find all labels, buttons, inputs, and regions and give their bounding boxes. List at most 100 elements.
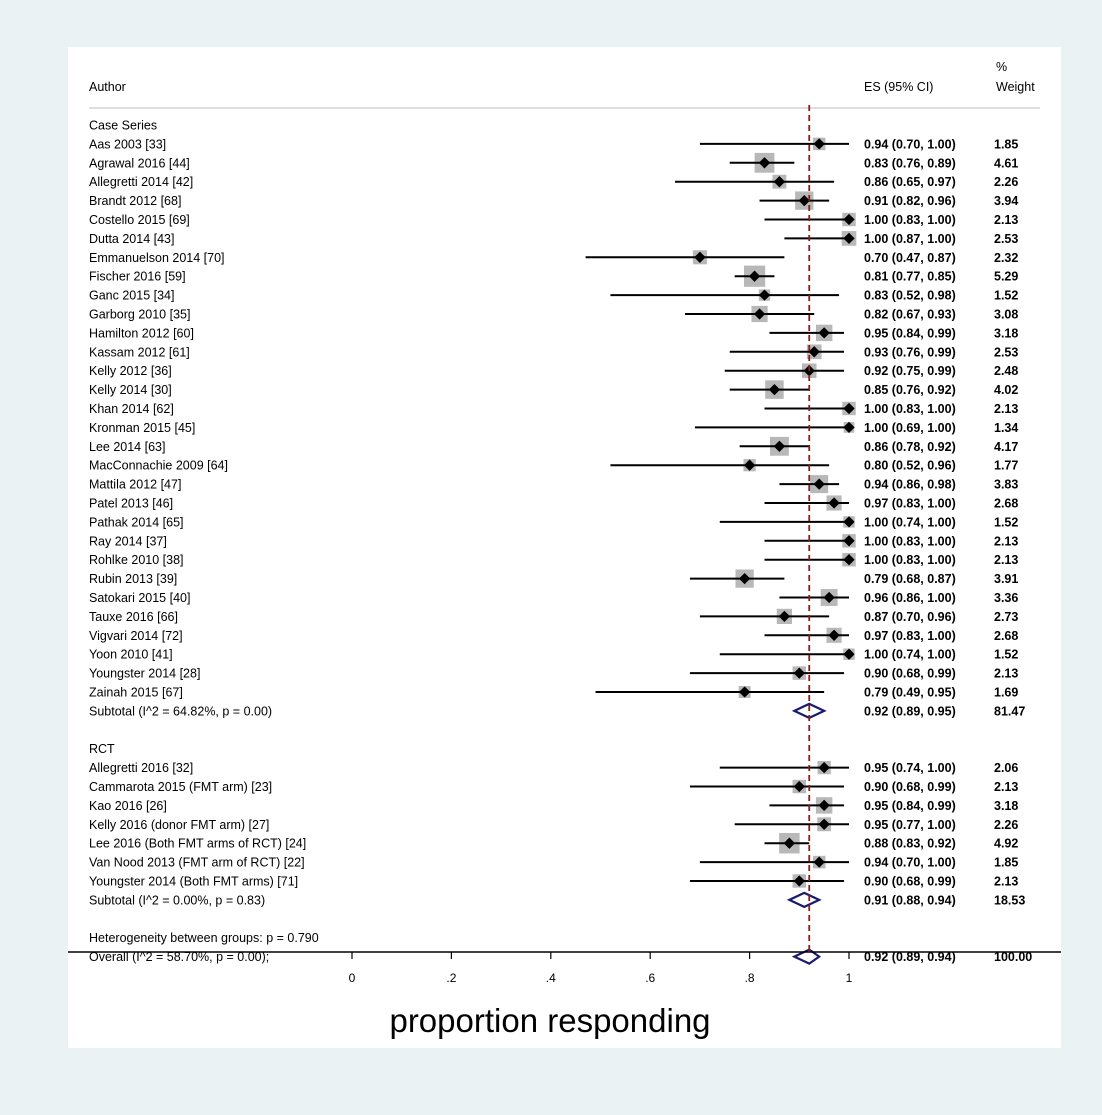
study-row: Allegretti 2016 [32] 0.95 (0.74, 1.00) 2.0…	[89, 760, 1018, 775]
weight-text: 2.26	[994, 818, 1018, 832]
weight-text: 2.53	[994, 345, 1018, 359]
point-estimate	[738, 572, 751, 585]
study-label: Ray 2014 [37]	[89, 534, 167, 548]
weight-text: 2.73	[994, 610, 1018, 624]
es-header: ES (95% CI)	[864, 80, 933, 94]
study-row: Agrawal 2016 [44] 0.83 (0.76, 0.89) 4.61	[89, 152, 1018, 173]
x-axis: 0 .2 .4 .6 .8 1	[68, 951, 1061, 985]
study-row: Youngster 2014 [28] 0.90 (0.68, 0.99) 2.13	[89, 666, 1018, 681]
weight-text: 3.08	[994, 308, 1018, 322]
weight-text: 1.52	[994, 515, 1018, 529]
study-label: Vigvari 2014 [72]	[89, 629, 183, 643]
effect-size-text: 1.00 (0.83, 1.00)	[864, 534, 956, 548]
weight-text: 2.13	[994, 875, 1018, 889]
effect-size-text: 0.97 (0.83, 1.00)	[864, 497, 956, 511]
study-row: Ray 2014 [37] 1.00 (0.83, 1.00) 2.13	[89, 534, 1018, 548]
study-label: Allegretti 2016 [32]	[89, 761, 193, 775]
point-estimate	[773, 440, 786, 452]
weight-text: 2.48	[994, 364, 1018, 378]
subtotal-row: Subtotal (I^2 = 64.82%, p = 0.00) 0.92 (0…	[89, 702, 1025, 720]
subtotal-label: Subtotal (I^2 = 64.82%, p = 0.00)	[89, 704, 272, 718]
forest-plot: Author ES (95% CI) % Weight Case Series A…	[68, 60, 1061, 1039]
point-estimate	[778, 610, 791, 623]
effect-size-text: 0.83 (0.76, 0.89)	[864, 156, 956, 170]
study-label: Costello 2015 [69]	[89, 213, 190, 227]
study-label: Garborg 2010 [35]	[89, 308, 190, 322]
study-row: Yoon 2010 [41] 1.00 (0.74, 1.00) 1.52	[89, 648, 1018, 662]
study-label: Lee 2016 (Both FMT arms of RCT) [24]	[89, 837, 306, 851]
x-tick-label: 0	[349, 971, 356, 985]
weight-text: 1.69	[994, 686, 1018, 700]
point-estimate	[808, 346, 820, 358]
point-estimate	[843, 554, 855, 566]
study-row: Youngster 2014 (Both FMT arms) [71] 0.90 …	[89, 874, 1018, 889]
weight-text: 2.13	[994, 213, 1018, 227]
author-header: Author	[89, 80, 126, 94]
study-label: Fischer 2016 [59]	[89, 270, 186, 284]
effect-size-text: 0.79 (0.68, 0.87)	[864, 572, 956, 586]
effect-size-text: 1.00 (0.69, 1.00)	[864, 421, 956, 435]
effect-size-text: 0.88 (0.83, 0.92)	[864, 837, 956, 851]
weight-text: 2.13	[994, 667, 1018, 681]
effect-size-text: 0.97 (0.83, 1.00)	[864, 629, 956, 643]
effect-size-text: 0.92 (0.75, 0.99)	[864, 364, 956, 378]
weight-text: 3.18	[994, 799, 1018, 813]
study-label: Tauxe 2016 [66]	[89, 610, 178, 624]
study-row: Kassam 2012 [61] 0.93 (0.76, 0.99) 2.53	[89, 344, 1018, 359]
study-row: Pathak 2014 [65] 1.00 (0.74, 1.00) 1.52	[89, 515, 1018, 529]
effect-size-text: 1.00 (0.83, 1.00)	[864, 213, 956, 227]
weight-header-line1: %	[996, 60, 1007, 74]
weight-text: 1.85	[994, 856, 1018, 870]
effect-size-text: 0.94 (0.70, 1.00)	[864, 856, 956, 870]
study-label: Youngster 2014 (Both FMT arms) [71]	[89, 875, 298, 889]
study-row: Vigvari 2014 [72] 0.97 (0.83, 1.00) 2.68	[89, 627, 1018, 643]
subtotal-effect-size: 0.92 (0.89, 0.95)	[864, 704, 956, 718]
study-label: Kronman 2015 [45]	[89, 421, 195, 435]
effect-size-text: 0.90 (0.68, 0.99)	[864, 667, 956, 681]
study-label: Dutta 2014 [43]	[89, 232, 174, 246]
point-estimate	[793, 875, 805, 887]
group-label: Case Series	[89, 119, 157, 133]
study-label: Allegretti 2014 [42]	[89, 175, 193, 189]
plot-panel: Author ES (95% CI) % Weight Case Series A…	[68, 47, 1061, 1048]
study-row: Brandt 2012 [68] 0.91 (0.82, 0.96) 3.94	[89, 191, 1018, 210]
effect-size-text: 0.81 (0.77, 0.85)	[864, 270, 956, 284]
weight-text: 2.13	[994, 534, 1018, 548]
study-row: Lee 2016 (Both FMT arms of RCT) [24] 0.88…	[89, 832, 1018, 854]
weight-text: 3.94	[994, 194, 1018, 208]
weight-text: 2.68	[994, 629, 1018, 643]
study-label: Kelly 2012 [36]	[89, 364, 172, 378]
point-estimate	[818, 799, 830, 812]
study-label: Satokari 2015 [40]	[89, 591, 190, 605]
effect-size-text: 1.00 (0.87, 1.00)	[864, 232, 956, 246]
column-headers: Author ES (95% CI) % Weight	[89, 60, 1035, 94]
weight-text: 3.91	[994, 572, 1018, 586]
x-tick-label: 1	[846, 971, 853, 985]
weight-text: 1.34	[994, 421, 1018, 435]
study-label: Zainah 2015 [67]	[89, 686, 183, 700]
x-tick-label: .4	[546, 971, 556, 985]
study-label: Ganc 2015 [34]	[89, 289, 174, 303]
point-estimate	[813, 138, 825, 150]
point-estimate	[828, 629, 840, 641]
x-tick-label: .6	[645, 971, 655, 985]
overall-effect-size: 0.92 (0.89, 0.94)	[864, 950, 956, 964]
point-estimate	[843, 402, 855, 415]
effect-size-text: 0.94 (0.70, 1.00)	[864, 137, 956, 151]
study-row: Kelly 2012 [36] 0.92 (0.75, 0.99) 2.48	[89, 363, 1018, 378]
point-estimate	[798, 194, 810, 207]
study-row: Kao 2016 [26] 0.95 (0.84, 0.99) 3.18	[89, 797, 1018, 814]
point-estimate	[694, 251, 706, 263]
study-row: Garborg 2010 [35] 0.82 (0.67, 0.93) 3.08	[89, 305, 1018, 323]
point-estimate	[753, 308, 766, 320]
study-label: Kelly 2016 (donor FMT arm) [27]	[89, 818, 269, 832]
group-label: RCT	[89, 742, 115, 756]
effect-size-text: 0.85 (0.76, 0.92)	[864, 383, 956, 397]
effect-size-text: 0.86 (0.78, 0.92)	[864, 440, 956, 454]
effect-size-text: 0.79 (0.49, 0.95)	[864, 686, 956, 700]
weight-text: 4.92	[994, 837, 1018, 851]
study-label: Patel 2013 [46]	[89, 497, 173, 511]
study-row: Hamilton 2012 [60] 0.95 (0.84, 0.99) 3.18	[89, 324, 1018, 342]
point-estimate	[843, 232, 855, 245]
effect-size-text: 1.00 (0.83, 1.00)	[864, 553, 956, 567]
